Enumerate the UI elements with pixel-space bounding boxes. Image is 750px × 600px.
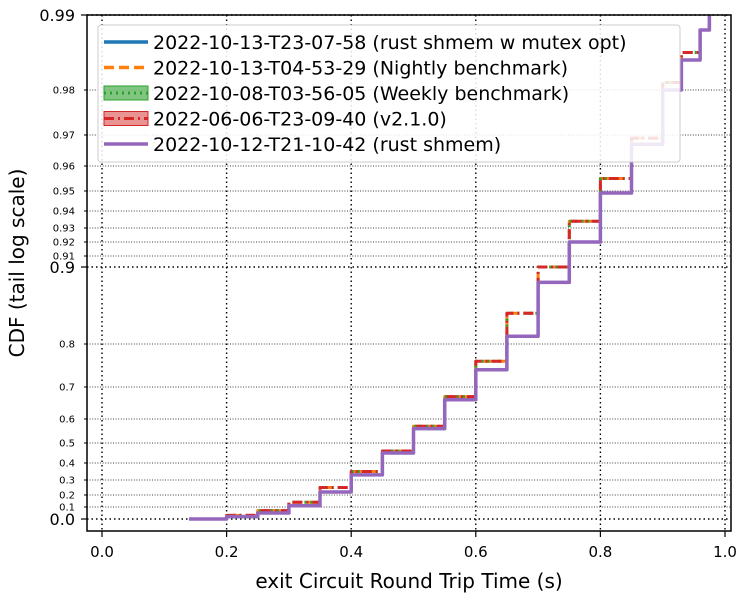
y-minor-tick-label: 0.3 — [59, 476, 75, 487]
y-minor-tick-label: 0.94 — [53, 207, 75, 218]
legend-label: 2022-10-12-T21-10-42 (rust shmem) — [153, 134, 501, 156]
y-axis-label: CDF (tail log scale) — [5, 169, 29, 358]
legend-label: 2022-10-13-T23-07-58 (rust shmem w mutex… — [153, 32, 627, 54]
y-minor-tick-label: 0.95 — [53, 187, 75, 198]
legend-box — [97, 24, 681, 163]
y-minor-tick-label: 0.2 — [59, 491, 75, 502]
y-minor-tick-label: 0.92 — [53, 238, 75, 249]
legend-label: 2022-10-08-T03-56-05 (Weekly benchmark) — [153, 83, 569, 105]
y-major-tick-label: 0.0 — [50, 510, 75, 529]
x-tick-label: 0.4 — [339, 543, 363, 561]
y-minor-tick-label: 0.8 — [59, 340, 75, 351]
y-minor-tick-label: 0.93 — [53, 224, 75, 235]
y-minor-tick-label: 0.6 — [59, 415, 75, 426]
legend: 2022-10-13-T23-07-58 (rust shmem w mutex… — [97, 24, 681, 163]
y-minor-tick-label: 0.98 — [53, 86, 75, 97]
axis-ticks: 0.0 0.2 0.4 0.6 0.8 1.00.10.20.30.40.50.60.70… — [39, 6, 737, 561]
y-minor-tick-label: 0.97 — [53, 131, 75, 142]
y-minor-tick-label: 0.96 — [53, 162, 75, 173]
x-tick-label: 0.2 — [215, 543, 239, 561]
plot-frame — [86, 14, 732, 532]
y-minor-tick-label: 0.7 — [59, 383, 75, 394]
x-tick-label: 0.8 — [588, 543, 612, 561]
y-minor-tick-label: 0.1 — [59, 503, 75, 514]
x-tick-label: 1.0 — [713, 543, 737, 561]
y-minor-tick-label: 0.4 — [59, 459, 75, 470]
y-minor-tick-label: 0.5 — [59, 439, 75, 450]
y-major-tick-label: 0.9 — [50, 258, 75, 277]
legend-label: 2022-10-13-T04-53-29 (Nightly benchmark) — [153, 58, 568, 80]
y-major-tick-label: 0.99 — [39, 6, 75, 25]
legend-label: 2022-06-06-T23-09-40 (v2.1.0) — [153, 109, 447, 131]
x-tick-label: 0.0 — [90, 543, 114, 561]
x-axis-label: exit Circuit Round Trip Time (s) — [255, 569, 562, 593]
x-tick-label: 0.6 — [464, 543, 488, 561]
y-minor-tick-label: 0.91 — [53, 252, 75, 263]
